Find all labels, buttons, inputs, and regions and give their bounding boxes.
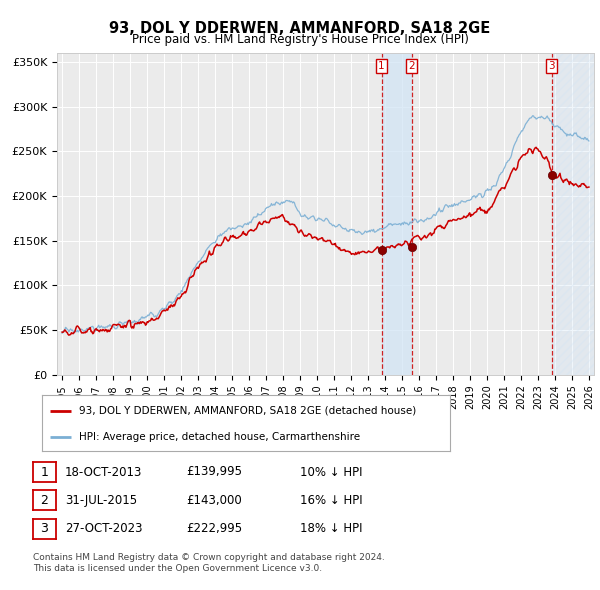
Text: 18% ↓ HPI: 18% ↓ HPI <box>300 522 362 535</box>
Text: 18-OCT-2013: 18-OCT-2013 <box>65 466 142 478</box>
Text: HPI: Average price, detached house, Carmarthenshire: HPI: Average price, detached house, Carm… <box>79 432 360 442</box>
Text: Contains HM Land Registry data © Crown copyright and database right 2024.: Contains HM Land Registry data © Crown c… <box>33 553 385 562</box>
Text: This data is licensed under the Open Government Licence v3.0.: This data is licensed under the Open Gov… <box>33 565 322 573</box>
Text: 1: 1 <box>378 61 385 71</box>
Bar <box>552 53 594 375</box>
Text: 3: 3 <box>40 522 49 535</box>
Text: 1: 1 <box>40 466 49 478</box>
Bar <box>382 53 412 375</box>
Text: 93, DOL Y DDERWEN, AMMANFORD, SA18 2GE: 93, DOL Y DDERWEN, AMMANFORD, SA18 2GE <box>109 21 491 35</box>
Text: 2: 2 <box>409 61 415 71</box>
Text: 27-OCT-2023: 27-OCT-2023 <box>65 522 142 535</box>
Text: 2: 2 <box>40 494 49 507</box>
Text: 31-JUL-2015: 31-JUL-2015 <box>65 494 137 507</box>
Text: £139,995: £139,995 <box>186 466 242 478</box>
Text: 93, DOL Y DDERWEN, AMMANFORD, SA18 2GE (detached house): 93, DOL Y DDERWEN, AMMANFORD, SA18 2GE (… <box>79 406 416 416</box>
Text: £143,000: £143,000 <box>186 494 242 507</box>
Text: 16% ↓ HPI: 16% ↓ HPI <box>300 494 362 507</box>
Text: 3: 3 <box>548 61 555 71</box>
Text: Price paid vs. HM Land Registry's House Price Index (HPI): Price paid vs. HM Land Registry's House … <box>131 33 469 46</box>
Text: £222,995: £222,995 <box>186 522 242 535</box>
Text: 10% ↓ HPI: 10% ↓ HPI <box>300 466 362 478</box>
